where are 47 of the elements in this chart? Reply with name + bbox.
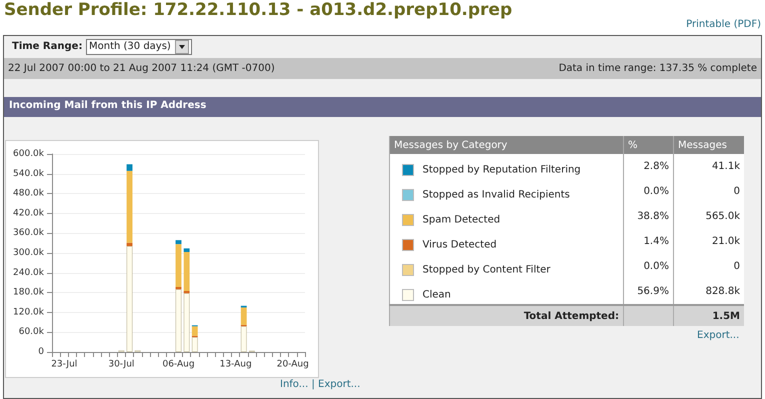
text: 21.0k xyxy=(673,229,744,254)
text: 1.4% xyxy=(624,229,674,254)
text: 38.8% xyxy=(624,204,674,229)
y-tick-label: 480.0k xyxy=(13,188,45,199)
chart-title: Sender Profile: 172.22.110.13 - a013.d2.prep10.prep xyxy=(4,0,512,20)
y-tick-label: 300.0k xyxy=(13,248,45,258)
text: 22 Jul 2007 00:00 to 21 Aug 2007 11:24 (GMT -0700) xyxy=(8,63,275,74)
text: 565.0k xyxy=(673,204,744,229)
text: 41.1k xyxy=(673,154,744,179)
text: Total Attempted: xyxy=(390,305,624,326)
y-tick-label: 240.0k xyxy=(13,268,45,278)
chart-subtitle: Incoming Mail from this IP Address xyxy=(9,100,206,111)
text: Messages xyxy=(673,136,744,154)
text: Export... xyxy=(697,330,740,341)
legend-label: Clean xyxy=(422,290,451,300)
text: % xyxy=(624,136,674,154)
x-tick-label: 13-Aug xyxy=(220,360,252,370)
y-tick-label: 0 xyxy=(38,347,44,357)
y-tick-label: 180.0k xyxy=(13,288,45,298)
text: Data in time range: 137.35 % complete xyxy=(558,63,757,74)
text: Printable (PDF) xyxy=(686,19,761,30)
text: Month (30 days) xyxy=(86,39,192,55)
y-tick-label: 360.0k xyxy=(13,228,45,238)
legend-label: Virus Detected xyxy=(422,240,497,250)
text: 2.8% xyxy=(624,154,674,179)
legend-label: Spam Detected xyxy=(422,214,500,226)
x-tick-label: 30-Jul xyxy=(108,360,134,370)
legend-label: Stopped by Content Filter xyxy=(422,264,552,276)
text: 0.0% xyxy=(624,254,674,279)
y-tick-label: 420.0k xyxy=(13,208,45,218)
text: 828.8k xyxy=(673,279,744,305)
x-tick-label: 23-Jul xyxy=(51,360,78,370)
x-tick-label: 06-Aug xyxy=(162,360,195,370)
legend-label: Stopped as Invalid Recipients xyxy=(422,190,570,200)
text: 0 xyxy=(673,254,744,279)
y-tick-label: 600.0k xyxy=(13,149,45,159)
y-tick-label: 540.0k xyxy=(13,168,45,179)
text: 56.9% xyxy=(624,279,674,305)
legend-label: Stopped by Reputation Filtering xyxy=(422,164,581,176)
text: Messages by Category xyxy=(390,136,624,154)
x-tick-label: 20-Aug xyxy=(276,360,309,370)
y-tick-label: 120.0k xyxy=(13,307,45,318)
text: 0 xyxy=(673,179,744,204)
text: Info... | Export... xyxy=(280,379,360,390)
text: Time Range: xyxy=(12,41,82,52)
y-tick-label: 60.0k xyxy=(18,327,45,338)
text: 0.0% xyxy=(624,179,674,204)
